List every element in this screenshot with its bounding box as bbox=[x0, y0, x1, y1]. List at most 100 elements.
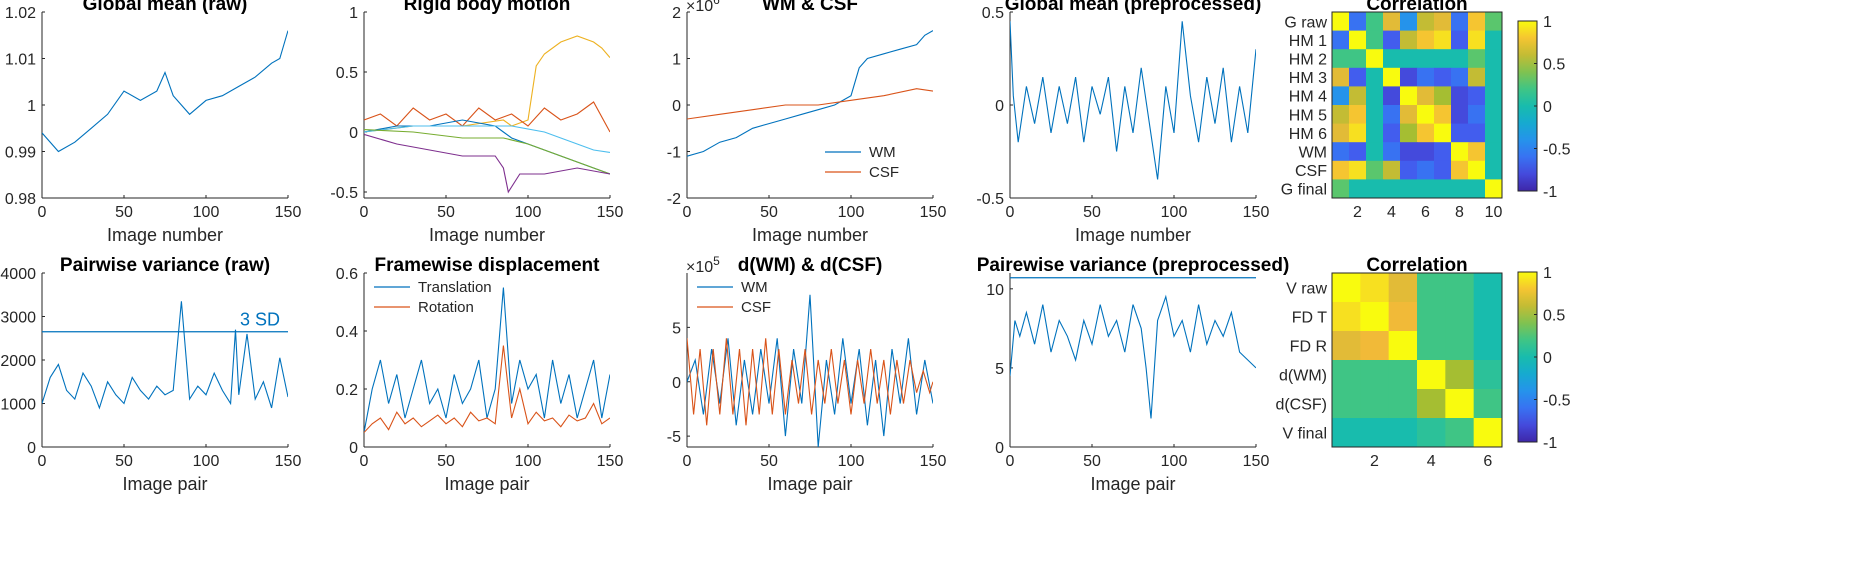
heatmap-cell bbox=[1383, 105, 1401, 125]
x-tick-label: 100 bbox=[1161, 453, 1188, 470]
heatmap-cell bbox=[1383, 160, 1401, 180]
colorbar-tick-label: -0.5 bbox=[1543, 393, 1571, 410]
x-tick-label: 50 bbox=[115, 204, 133, 221]
heatmap-cell bbox=[1434, 105, 1452, 125]
y-tick-label: 2000 bbox=[0, 353, 36, 370]
heatmap-cell bbox=[1349, 67, 1367, 87]
heatmap-cell bbox=[1332, 389, 1361, 419]
panel-title: Correlation bbox=[1366, 0, 1467, 15]
heatmap-cell bbox=[1468, 12, 1486, 32]
x-tick-label: 150 bbox=[597, 453, 624, 470]
x-axis-label: Image number bbox=[107, 225, 223, 245]
legend-label: Rotation bbox=[418, 299, 474, 316]
y-tick-label: 0 bbox=[27, 440, 36, 457]
heatmap-cell bbox=[1485, 123, 1503, 143]
heatmap-cell bbox=[1434, 30, 1452, 50]
heatmap-cell bbox=[1332, 12, 1350, 32]
heatmap-cell bbox=[1360, 331, 1390, 361]
series-line-csf bbox=[687, 338, 933, 426]
x-axis-label: Image pair bbox=[444, 474, 529, 494]
x-tick-label: 100 bbox=[193, 204, 220, 221]
heatmap-cell bbox=[1434, 142, 1452, 162]
heatmap-cell bbox=[1400, 49, 1418, 69]
heatmap-cell bbox=[1485, 30, 1503, 50]
heatmap-cell bbox=[1349, 12, 1367, 32]
y-tick-label: -0.5 bbox=[976, 191, 1004, 208]
x-tick-label: 100 bbox=[838, 204, 865, 221]
panel-title: Global mean (raw) bbox=[83, 0, 248, 15]
colorbar-tick-label: 0.5 bbox=[1543, 57, 1565, 74]
x-tick-label: 0 bbox=[38, 453, 47, 470]
exponent-power: 6 bbox=[713, 0, 720, 7]
y-tick-label: 0 bbox=[349, 440, 358, 457]
heatmap-cell bbox=[1349, 160, 1367, 180]
heatmap-cell bbox=[1417, 389, 1446, 419]
heatmap-cell bbox=[1332, 49, 1350, 69]
heatmap-frame bbox=[1331, 272, 1503, 448]
x-axis-label: Image pair bbox=[1090, 474, 1175, 494]
heatmap-cell bbox=[1332, 273, 1361, 303]
series-line-0 bbox=[364, 35, 610, 133]
legend-label: WM bbox=[869, 144, 896, 161]
heatmap-cell bbox=[1366, 30, 1384, 50]
heatmap-cell bbox=[1473, 273, 1503, 303]
x-tick-label: 100 bbox=[515, 204, 542, 221]
heatmap-cell bbox=[1332, 67, 1350, 87]
heatmap-cell bbox=[1332, 30, 1350, 50]
x-tick-label: 50 bbox=[760, 453, 778, 470]
heatmap-cell bbox=[1400, 67, 1418, 87]
row-label: HM 3 bbox=[1289, 70, 1327, 87]
x-tick-label: 50 bbox=[1083, 453, 1101, 470]
x-tick-label: 150 bbox=[275, 453, 302, 470]
heatmap-cell bbox=[1417, 67, 1435, 87]
heatmap-cell bbox=[1468, 30, 1486, 50]
heatmap-cell bbox=[1360, 273, 1390, 303]
heatmap-cell bbox=[1451, 49, 1469, 69]
col-tick-label: 6 bbox=[1421, 204, 1430, 221]
y-tick-label: 0 bbox=[349, 125, 358, 142]
heatmap-cell bbox=[1388, 389, 1418, 419]
heatmap-cell bbox=[1360, 302, 1390, 332]
heatmap-cell bbox=[1383, 12, 1401, 32]
panel-p6: Pairwise variance (raw) 0 50 100 150 0 1000 200… bbox=[0, 255, 301, 494]
heatmap-cell bbox=[1445, 360, 1475, 390]
panel-p3: WM & CSF 0 50 100 150 -2 -1 0 1 2 Image number ×106… bbox=[667, 0, 947, 245]
heatmap-cell bbox=[1349, 30, 1367, 50]
heatmap-frame bbox=[1331, 11, 1503, 199]
heatmap-cell bbox=[1451, 123, 1469, 143]
heatmap-cell bbox=[1417, 49, 1435, 69]
heatmap-cell bbox=[1417, 123, 1435, 143]
y-tick-label: 1000 bbox=[0, 397, 36, 414]
row-label: V final bbox=[1283, 426, 1327, 443]
panel-title: Pairwise variance (raw) bbox=[60, 255, 270, 276]
heatmap-cell bbox=[1468, 142, 1486, 162]
heatmap-cell bbox=[1366, 105, 1384, 125]
heatmap-cell bbox=[1468, 123, 1486, 143]
row-label: HM 1 bbox=[1289, 33, 1327, 50]
y-tick-label: 0.6 bbox=[336, 266, 358, 283]
x-tick-label: 150 bbox=[920, 204, 947, 221]
heatmap-cell bbox=[1366, 123, 1384, 143]
panel-p7: Framewise displacement 0 50 100 150 0 0.2 0.4 0.… bbox=[336, 255, 624, 494]
col-tick-label: 8 bbox=[1455, 204, 1464, 221]
col-tick-label: 6 bbox=[1483, 453, 1492, 470]
x-tick-label: 100 bbox=[193, 453, 220, 470]
heatmap-cell bbox=[1434, 179, 1452, 199]
y-tick-label: -1 bbox=[667, 145, 681, 162]
heatmap-cell bbox=[1417, 360, 1446, 390]
panel-p4: Global mean (preprocessed)0 50 100 150-0.50… bbox=[976, 0, 1269, 245]
panel-title: WM & CSF bbox=[762, 0, 858, 15]
y-tick-label: 10 bbox=[986, 282, 1004, 299]
series-line-rotation bbox=[364, 345, 610, 433]
heatmap-cell bbox=[1349, 142, 1367, 162]
panel-title: Global mean (preprocessed) bbox=[1005, 0, 1262, 15]
heatmap-cell bbox=[1366, 49, 1384, 69]
panel-title: Pairewise variance (preprocessed) bbox=[977, 255, 1290, 276]
heatmap-cell bbox=[1400, 179, 1418, 199]
exponent-label: ×105 bbox=[686, 254, 720, 276]
heatmap-cell bbox=[1468, 86, 1486, 106]
y-tick-label: -5 bbox=[667, 429, 681, 446]
x-axis-label: Image number bbox=[752, 225, 868, 245]
